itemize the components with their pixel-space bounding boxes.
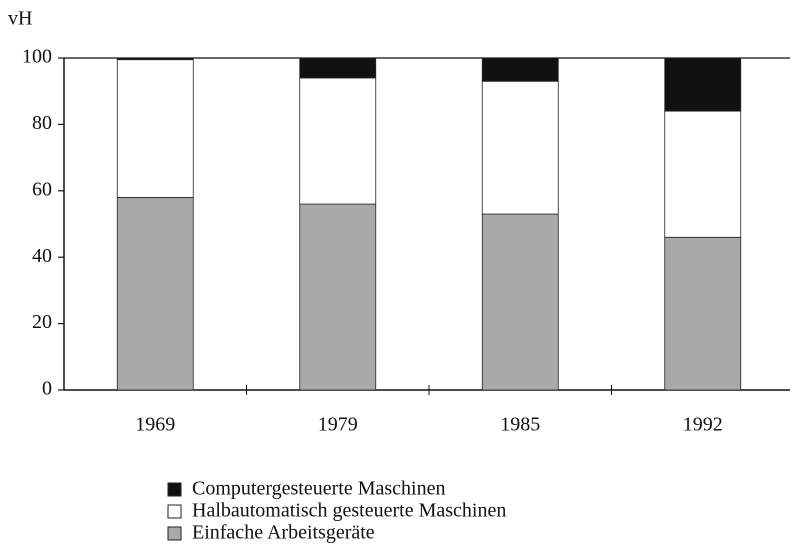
bar-segment xyxy=(481,80,559,215)
y-axis-label: vH xyxy=(8,8,32,30)
legend-label: Einfache Arbeitsgeräte xyxy=(192,522,375,544)
x-tick-label: 1979 xyxy=(318,414,358,436)
bar-segment xyxy=(116,197,194,391)
bar-segment xyxy=(116,59,194,198)
bar-segment xyxy=(481,57,559,82)
y-tick-label: 60 xyxy=(32,178,52,200)
y-tick-label: 100 xyxy=(22,46,52,68)
legend-swatch xyxy=(167,482,182,497)
bar-segment xyxy=(664,110,742,238)
legend-label: Halbautomatisch gesteuerte Maschinen xyxy=(192,500,506,522)
x-tick-label: 1985 xyxy=(500,414,540,436)
y-tick-label: 80 xyxy=(32,112,52,134)
x-tick-label: 1992 xyxy=(683,414,723,436)
x-tick-label: 1969 xyxy=(135,414,175,436)
bar-segment xyxy=(116,57,194,61)
legend-swatch xyxy=(167,504,182,519)
bar-segment xyxy=(664,57,742,112)
bar-segment xyxy=(664,236,742,391)
legend-label: Computergesteuerte Maschinen xyxy=(192,478,445,500)
bar-segment xyxy=(299,57,377,79)
y-tick-label: 40 xyxy=(32,245,52,267)
bar-segment xyxy=(299,203,377,391)
legend-swatch xyxy=(167,526,182,541)
bar-segment xyxy=(299,77,377,205)
y-tick-label: 20 xyxy=(32,311,52,333)
bar-segment xyxy=(481,213,559,391)
y-tick-label: 0 xyxy=(42,378,52,400)
